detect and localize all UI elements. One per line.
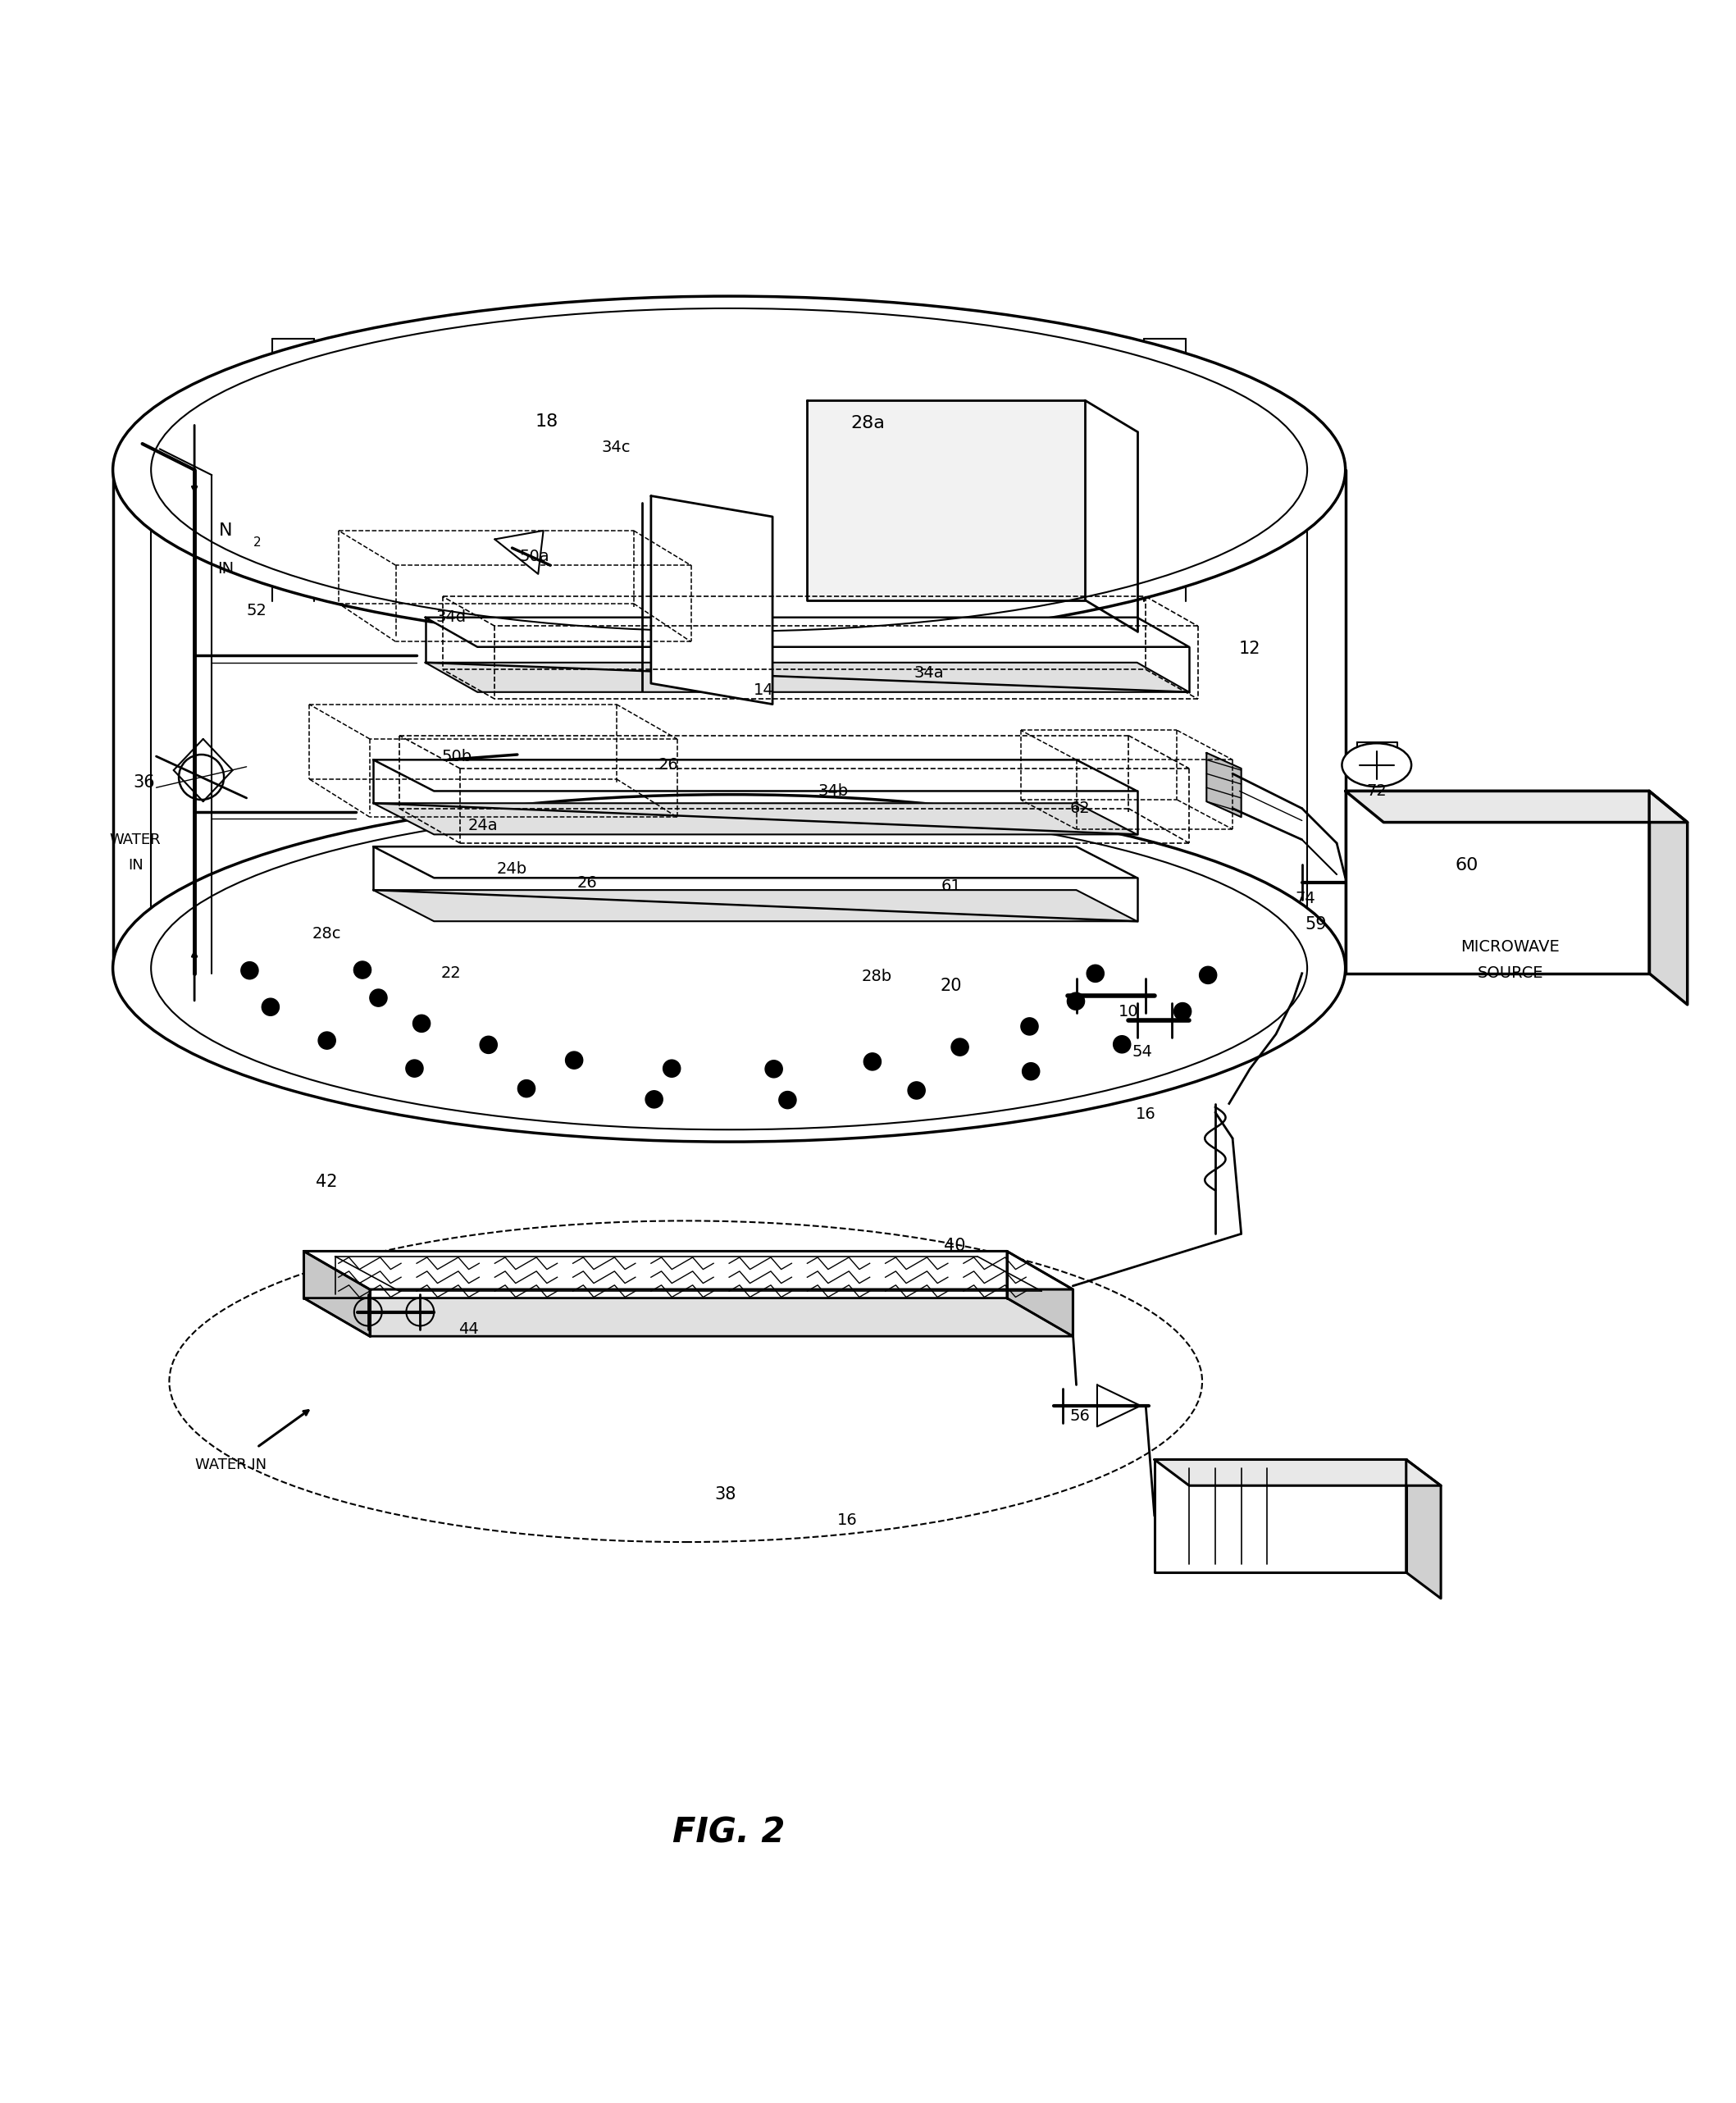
Text: 20: 20	[941, 978, 962, 995]
Text: 12: 12	[1240, 641, 1260, 656]
Text: 28a: 28a	[851, 414, 885, 431]
Text: IN: IN	[128, 858, 142, 873]
Text: 44: 44	[458, 1321, 479, 1338]
Circle shape	[517, 1079, 535, 1098]
Text: 40: 40	[944, 1239, 965, 1253]
Circle shape	[370, 988, 387, 1007]
Circle shape	[406, 1060, 424, 1077]
Text: 54: 54	[1132, 1043, 1153, 1060]
Text: 42: 42	[316, 1173, 337, 1190]
Text: 34b: 34b	[818, 782, 849, 799]
Text: 2: 2	[253, 536, 260, 549]
Polygon shape	[807, 400, 1085, 599]
Circle shape	[479, 1037, 496, 1054]
Polygon shape	[1649, 791, 1687, 1005]
Circle shape	[951, 1039, 969, 1056]
Polygon shape	[304, 1298, 1073, 1335]
Text: WATER IN: WATER IN	[194, 1457, 267, 1472]
Text: 24b: 24b	[496, 862, 528, 877]
Circle shape	[1113, 1035, 1130, 1054]
Circle shape	[318, 1033, 335, 1049]
Polygon shape	[1154, 1459, 1441, 1485]
Circle shape	[663, 1060, 681, 1077]
Text: 34c: 34c	[602, 440, 630, 454]
Polygon shape	[304, 1251, 1073, 1289]
Circle shape	[908, 1081, 925, 1100]
Text: 16: 16	[837, 1512, 858, 1529]
Text: 10: 10	[1118, 1003, 1139, 1020]
Circle shape	[779, 1091, 797, 1108]
Polygon shape	[425, 662, 1189, 692]
Polygon shape	[373, 890, 1137, 921]
Circle shape	[354, 961, 372, 978]
Polygon shape	[373, 759, 1137, 791]
Polygon shape	[1007, 1251, 1073, 1335]
Text: 34a: 34a	[913, 665, 944, 681]
Text: 62: 62	[1069, 801, 1090, 816]
Circle shape	[1174, 1003, 1191, 1020]
Text: 60: 60	[1455, 858, 1479, 875]
Ellipse shape	[113, 297, 1345, 644]
Circle shape	[413, 1016, 431, 1033]
Polygon shape	[1406, 1459, 1441, 1598]
Circle shape	[646, 1091, 663, 1108]
Circle shape	[1068, 993, 1085, 1009]
Text: 26: 26	[658, 757, 679, 772]
Polygon shape	[1154, 1459, 1406, 1573]
Polygon shape	[1345, 791, 1687, 822]
Polygon shape	[495, 530, 543, 574]
Circle shape	[262, 999, 279, 1016]
Circle shape	[1200, 967, 1217, 984]
Circle shape	[1021, 1018, 1038, 1035]
Text: 28c: 28c	[312, 925, 340, 942]
Text: 52: 52	[247, 604, 267, 618]
Polygon shape	[373, 848, 1137, 877]
Polygon shape	[304, 1251, 370, 1335]
Circle shape	[241, 961, 259, 980]
Text: 74: 74	[1295, 892, 1316, 906]
Polygon shape	[1345, 791, 1649, 974]
Text: MICROWAVE: MICROWAVE	[1460, 940, 1561, 955]
Text: 18: 18	[535, 412, 559, 429]
Text: 14: 14	[753, 683, 774, 698]
Text: 72: 72	[1366, 782, 1387, 799]
Ellipse shape	[113, 795, 1345, 1142]
Text: 50a: 50a	[519, 549, 550, 564]
Text: N: N	[219, 522, 233, 538]
Text: 56: 56	[1069, 1409, 1090, 1424]
Text: 22: 22	[441, 965, 462, 982]
Text: 59: 59	[1305, 917, 1326, 934]
Text: 50b: 50b	[441, 749, 472, 763]
Text: WATER: WATER	[109, 833, 161, 848]
Circle shape	[1087, 965, 1104, 982]
Circle shape	[865, 1054, 882, 1070]
Text: SOURCE: SOURCE	[1477, 965, 1543, 982]
Polygon shape	[1207, 753, 1241, 818]
Text: 36: 36	[134, 774, 155, 791]
Text: 16: 16	[1135, 1106, 1156, 1121]
Polygon shape	[651, 496, 773, 705]
Text: 28b: 28b	[861, 969, 892, 984]
Text: 34d: 34d	[436, 610, 467, 625]
Text: IN: IN	[217, 562, 234, 576]
Ellipse shape	[1342, 742, 1411, 787]
Text: FIG. 2: FIG. 2	[674, 1815, 785, 1851]
Polygon shape	[1358, 742, 1397, 782]
Text: 61: 61	[941, 879, 962, 894]
Polygon shape	[373, 803, 1137, 835]
Polygon shape	[1097, 1386, 1141, 1426]
Text: 38: 38	[715, 1487, 736, 1502]
Circle shape	[1023, 1062, 1040, 1081]
Circle shape	[766, 1060, 783, 1077]
Text: 24a: 24a	[467, 818, 498, 833]
Circle shape	[566, 1052, 583, 1068]
Polygon shape	[425, 618, 1189, 648]
Text: 26: 26	[576, 875, 597, 892]
